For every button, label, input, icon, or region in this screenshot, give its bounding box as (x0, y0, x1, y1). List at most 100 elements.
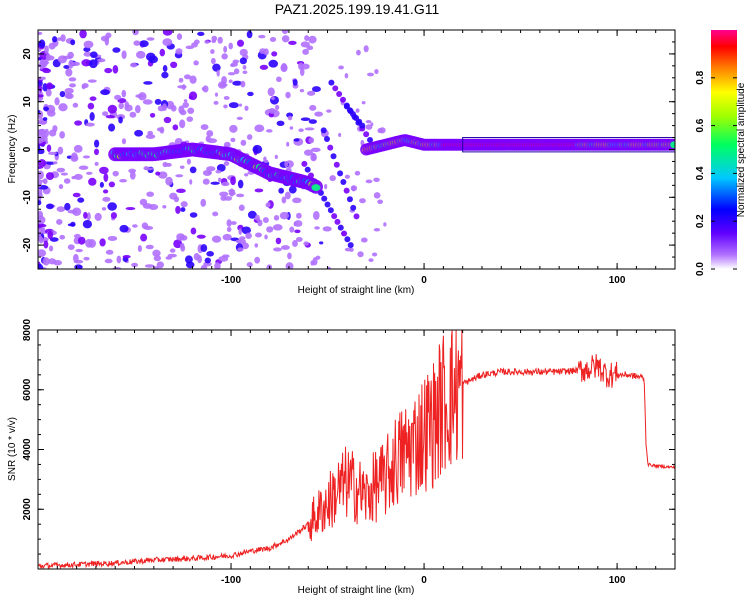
spectrogram-blob (88, 177, 97, 186)
spectrogram-blob (38, 249, 47, 258)
spectrogram-blob (177, 85, 187, 89)
spectrogram-blob (337, 170, 344, 177)
spectrogram-blob (93, 139, 100, 148)
spectrogram-blob (262, 217, 269, 224)
snr-panel: -100 0 100 2000 4000 6000 8000 Height of strai… (7, 318, 676, 596)
spectrogram-blob (343, 187, 350, 194)
spectrogram-blob (221, 53, 228, 60)
figure-title: PAZ1.2025.199.19.41.G11 (275, 1, 440, 17)
spectrogram-blob (189, 75, 197, 84)
spectrogram-blob (189, 212, 198, 218)
spectrogram-blob (48, 42, 56, 50)
spectrogram-blob (83, 256, 90, 261)
spectrogram-blob (240, 80, 246, 88)
spectrogram-blob (176, 233, 185, 241)
spectrogram-blob (300, 117, 311, 122)
spectrogram-blob (38, 144, 41, 153)
spectrogram-blob (315, 255, 321, 260)
spectrogram-blob (289, 226, 295, 233)
spectrogram-blob (254, 243, 259, 248)
spectrogram-blob (287, 115, 293, 121)
spectrogram-blob (129, 171, 136, 180)
spectrogram-blob (182, 101, 190, 109)
spectrogram-blob (184, 255, 193, 264)
spectrogram-blob (165, 176, 173, 186)
snr-ylabel: SNR (10 * v/v) (7, 417, 18, 481)
spectrogram-blob (142, 99, 153, 105)
spectrogram-blob (344, 236, 351, 243)
spectrogram-blob (377, 199, 383, 204)
spectrogram-blob (213, 100, 219, 105)
spectrogram-blob (43, 106, 50, 112)
spectrogram-blob (81, 82, 89, 89)
spectrogram-blob (94, 161, 99, 166)
spectrogram-blob (159, 48, 166, 57)
spectrogram-blob (54, 97, 60, 106)
spectrogram-blob (314, 226, 320, 230)
spectrogram-blob (285, 91, 291, 99)
spectrogram-blob (264, 234, 268, 240)
spectrogram-blob (289, 126, 294, 130)
spectrogram-blob (300, 41, 310, 48)
spectrogram-blob (246, 134, 253, 140)
colorbar-gradient (711, 30, 737, 269)
spectrogram-blob (47, 230, 54, 240)
spectrogram-blob (63, 65, 70, 70)
spectrogram-blob (67, 223, 76, 227)
spectrogram-blob (286, 141, 290, 147)
spectrogram-blob (379, 127, 386, 134)
spectrogram-blob (183, 99, 188, 103)
spectrogram-ylabel: Frequency (Hz) (7, 115, 18, 184)
spectrogram-blob (38, 159, 47, 168)
spectrogram-blob (326, 109, 332, 113)
spectrogram-blob (58, 184, 64, 190)
spectrogram-blob (311, 152, 316, 158)
spectrogram-blob (238, 228, 242, 235)
spectrogram-blob (103, 173, 109, 182)
spectrogram-blob (327, 144, 334, 151)
spectrogram-blob (233, 68, 240, 75)
spectrogram-blob (242, 70, 248, 75)
spectrogram-blob (257, 219, 263, 227)
snr-ytick-label: 4000 (22, 438, 33, 461)
spectrogram-blob (40, 227, 46, 232)
spectrogram-blob (204, 257, 211, 264)
spectrogram-blob (279, 211, 290, 220)
spectrogram-blob (314, 111, 324, 117)
spectrogram-blob (143, 81, 153, 85)
spectrogram-blob (42, 117, 48, 121)
spectrogram-blob (163, 116, 172, 124)
colorbar: 0.0 0.2 0.4 0.6 0.8 Normalized spectral ampl… (695, 30, 747, 276)
spectrogram-blob (146, 191, 155, 197)
spectrogram-blob (276, 76, 282, 83)
spectrogram-blob (322, 226, 332, 232)
spectrogram-blob (65, 68, 73, 77)
spectrogram-blob (83, 211, 88, 219)
spectrogram-blob (143, 225, 154, 231)
spectrogram-blob (308, 137, 315, 144)
spectrogram-blob (254, 188, 264, 193)
spectrogram-blob (324, 201, 331, 208)
spectrogram-blob (46, 110, 56, 117)
spectrogram-blob (68, 59, 74, 69)
spectrogram-blob (107, 235, 118, 241)
spectrogram-blob (112, 64, 119, 74)
spectrogram-blob (104, 67, 113, 74)
spectrogram-blob (288, 185, 297, 194)
colorbar-tick-label: 0.8 (695, 70, 706, 84)
spectrogram-blob (371, 252, 378, 257)
spectrogram-blob (287, 252, 292, 260)
spectrogram-blob (333, 161, 340, 168)
spectrogram-blob (334, 218, 341, 225)
spectrogram-blob (229, 124, 238, 133)
spectrogram-blob (38, 128, 47, 135)
spectrogram-blob (193, 252, 200, 261)
spectrogram-blob (355, 108, 360, 113)
spectrogram-blob (70, 154, 79, 162)
spectrogram-blob (304, 166, 311, 173)
spectrogram-blob (312, 210, 320, 220)
spectrogram-blob (140, 233, 148, 242)
spectrogram-blob (241, 226, 252, 235)
spectrogram-blob (310, 147, 321, 153)
spectrogram-blob (38, 263, 44, 269)
